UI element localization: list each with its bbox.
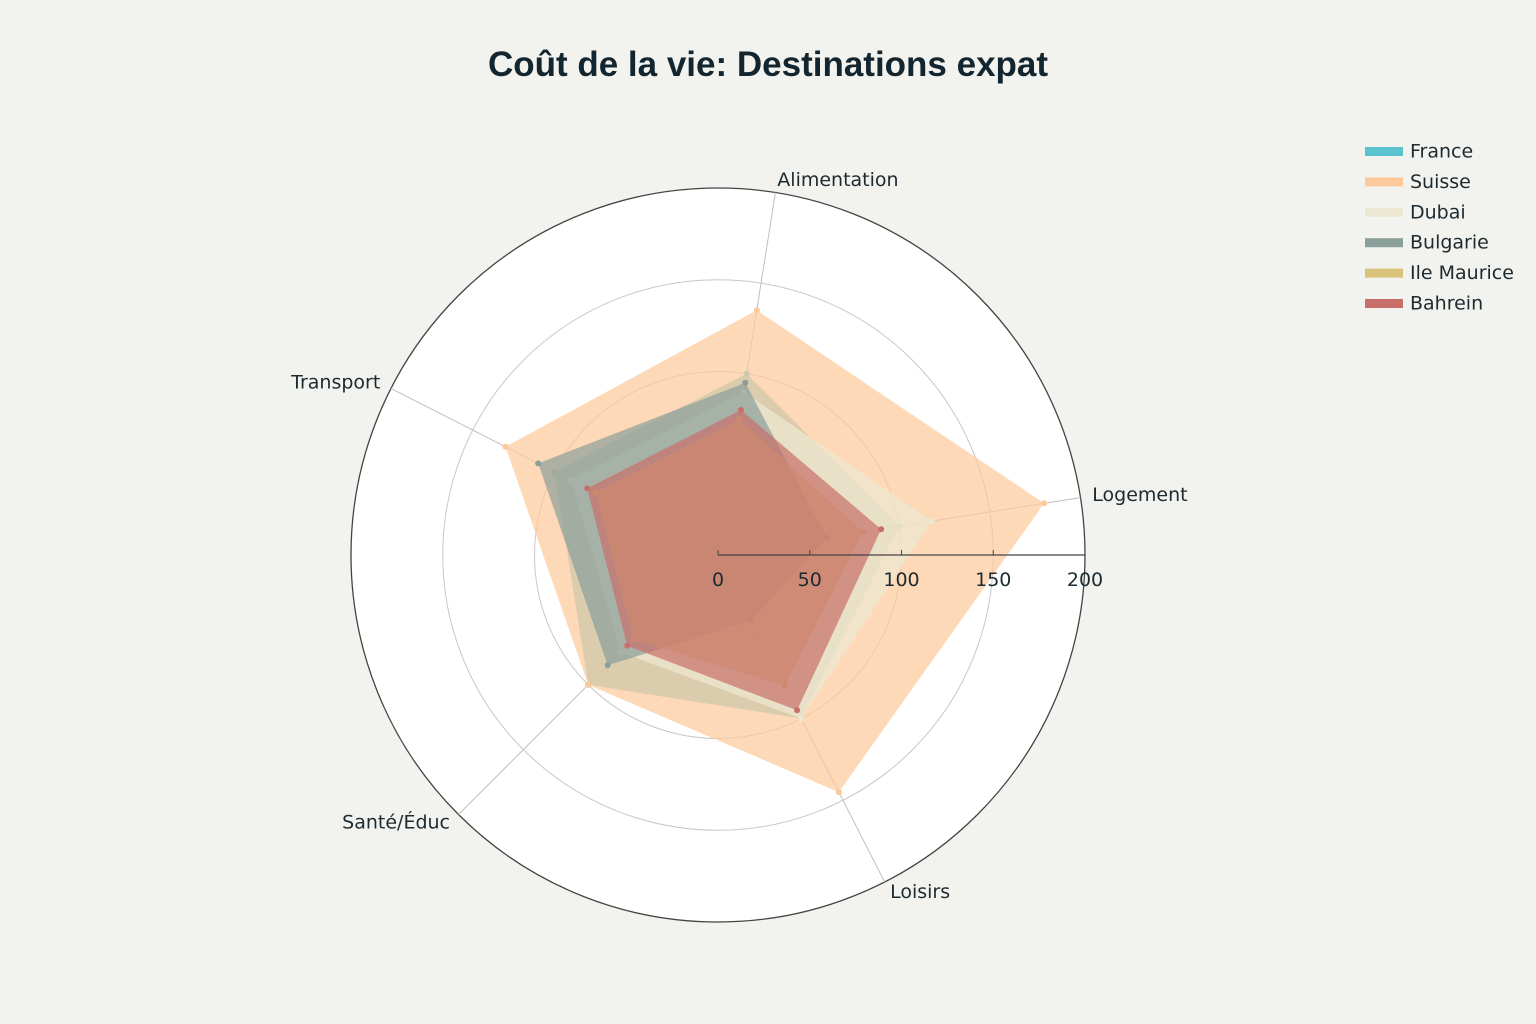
legend-marker [1381, 148, 1387, 154]
data-point [878, 526, 885, 533]
data-point [753, 307, 760, 314]
series-area [587, 410, 882, 711]
legend-label: France [1410, 141, 1473, 163]
data-point [738, 407, 744, 413]
chart-title: Coût de la vie: Destinations expat [488, 45, 1048, 84]
legend-label: Dubai [1410, 201, 1466, 223]
axis-label: Loisirs [890, 881, 950, 903]
legend-marker [1381, 208, 1387, 215]
legend-label: Bulgarie [1410, 232, 1489, 254]
radial-tick-label: 0 [712, 569, 724, 591]
legend-marker [1381, 269, 1387, 276]
radial-tick-label: 150 [975, 569, 1011, 591]
data-point [535, 460, 542, 467]
data-point [584, 485, 591, 492]
axis-label: Transport [290, 371, 380, 393]
data-point [502, 443, 509, 450]
legend-item[interactable]: Dubai [1365, 201, 1466, 223]
radial-tick-label: 50 [798, 569, 822, 591]
legend-marker [1381, 178, 1387, 185]
plot-area: 0 50 100 150 200 Logement Alimentation Transpor… [290, 169, 1188, 923]
legend-item[interactable]: France [1365, 141, 1473, 163]
axis-label: Logement [1092, 484, 1187, 506]
legend-item[interactable]: Suisse [1365, 171, 1471, 193]
legend-marker [1381, 239, 1387, 246]
axis-label: Santé/Éduc [342, 811, 450, 834]
data-point [794, 707, 801, 714]
data-point [742, 379, 749, 386]
legend-label: Bahrein [1410, 293, 1483, 315]
legend-label: Ile Maurice [1410, 262, 1514, 284]
data-point [585, 681, 592, 688]
data-point [798, 715, 805, 722]
legend-item[interactable]: Bulgarie [1365, 232, 1489, 254]
data-point [835, 789, 842, 796]
legend: France Suisse Dubai Bulgarie Ile Maurice Bahr… [1365, 141, 1514, 315]
data-point [928, 518, 935, 525]
axis-label: Alimentation [777, 169, 898, 191]
legend-item[interactable]: Bahrein [1365, 293, 1483, 315]
legend-label: Suisse [1410, 171, 1471, 193]
data-point [624, 642, 631, 649]
radial-tick-label: 200 [1067, 569, 1103, 591]
legend-marker [1381, 300, 1387, 306]
legend-item[interactable]: Ile Maurice [1365, 262, 1514, 284]
data-point [604, 662, 611, 669]
radial-tick-label: 100 [883, 569, 919, 591]
data-point [1041, 500, 1048, 507]
